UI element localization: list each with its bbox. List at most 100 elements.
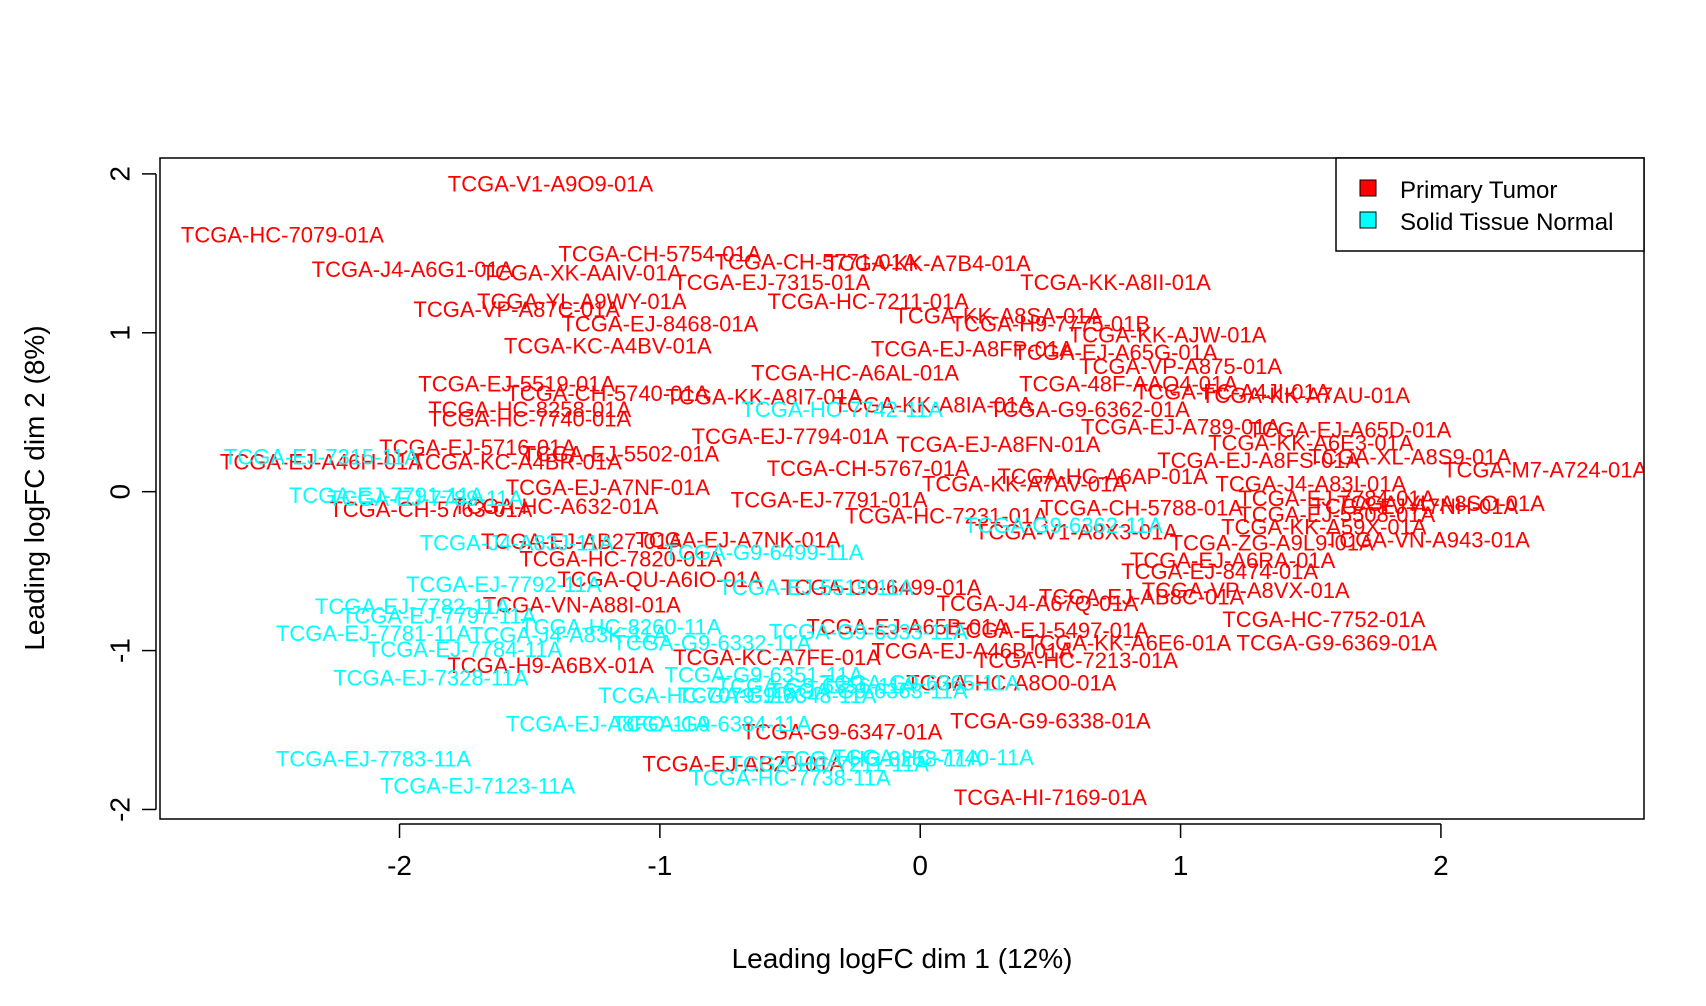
point-label: TCGA-CH-5788-01A [1040, 496, 1243, 521]
point-label: TCGA-KK-A7AV-01A [922, 472, 1127, 497]
x-tick-label: 2 [1433, 850, 1449, 881]
point-label: TCGA-KC-A7FE-01A [673, 645, 881, 670]
point-label: TCGA-HC-A6AL-01A [751, 361, 959, 386]
point-label: TCGA-J4-A83I-01A [1215, 472, 1406, 497]
point-label: TCGA-KK-A8II-01A [1020, 270, 1211, 295]
point-label: TCGA-EJ-7782-11A [315, 594, 511, 619]
point-label: TCGA-XK-AAIV-01A [482, 260, 683, 285]
point-label: TCGA-G9-6338-01A [950, 709, 1151, 734]
point-label: TCGA-VN-A943-01A [1326, 527, 1531, 552]
point-label: TCGA-VP-A8VX-01A [1142, 578, 1350, 603]
point-label: TCGA-H9-7775-01B [951, 311, 1150, 336]
point-label: TCGA-CH-5767-01A [767, 456, 970, 481]
point-label: TCGA-HC-7752-01A [1222, 607, 1425, 632]
point-label: TCGA-EJ-5519-11A [718, 575, 914, 600]
point-label: TCGA-EJ-5716-01A [379, 435, 576, 460]
y-axis-title: Leading logFC dim 2 (8%) [19, 325, 50, 650]
point-label: TCGA-EJ-7791-11A [289, 483, 485, 508]
legend-box [1335, 157, 1645, 252]
point-label: TCGA-CH-5771-01A [715, 249, 918, 274]
point-label: TCGA-G9-6365-11A [821, 670, 1020, 695]
point-label: TCGA-VP-A87C-01A [413, 297, 620, 322]
legend-label-primary-tumor: Primary Tumor [1400, 177, 1557, 204]
point-label: TCGA-EJ-7783-11A [276, 747, 472, 772]
point-label: TCGA-G9-6347-01A [742, 720, 943, 745]
point-label: TCGA-HC-7742-11A [741, 397, 943, 422]
y-tick-label: 2 [104, 166, 135, 182]
point-label: TCGA-EJ-7791-01A [731, 488, 928, 513]
point-label: TCGA-VN-A88I-01A [483, 593, 681, 618]
point-label: TCGA-EJ-8474-01A [1121, 559, 1318, 584]
point-label: TCGA-G9-6333-11A [769, 620, 968, 645]
point-label: TCGA-KC-A4BV-01A [504, 334, 712, 359]
x-tick-label: -1 [647, 850, 672, 881]
point-label: TCGA-EJ-7315-11A [224, 445, 420, 470]
point-label: TCGA-EJ-7123-11A [380, 774, 576, 799]
point-label: TCGA-G9-6351-11A [665, 662, 864, 687]
y-axis: -2 -1 0 1 2 [104, 166, 157, 822]
y-tick-label: 0 [104, 484, 135, 500]
point-label: TCGA-EJ-A7NH-01A [1312, 494, 1519, 519]
point-label: TCGA-HC-7738-11A [689, 766, 891, 791]
point-label: TCGA-EJ-5497-01A [952, 618, 1149, 643]
point-label: TCGA-HC-7211-01A [768, 289, 970, 314]
point-label: TCGA-EJ-A8FN-01A [896, 432, 1100, 457]
point-label: TCGA-EJ-A65D-01A [1248, 418, 1451, 443]
point-label: TCGA-G9-6384-11A [612, 712, 811, 737]
point-label: TCGA-G9-6363-11A [769, 678, 968, 703]
point-label: TCGA-EJ-7797-11A [341, 604, 537, 629]
legend-swatch-solid-tissue-normal [1359, 211, 1377, 229]
point-label: TCGA-EJ-5508-01A [1238, 502, 1435, 527]
point-label: TCGA-XL-A8S9-01A [1308, 445, 1511, 470]
point-label: TCGA-HC-8258-11A [781, 747, 983, 772]
point-label: TCGA-G9-6348-11A [678, 683, 877, 708]
point-label: TCGA-EJ-A6RA-01A [1130, 548, 1336, 573]
point-label: TCGA-FC-A4JI-01A [1135, 380, 1331, 405]
point-label: TCGA-EJ-AB20-01A [642, 751, 844, 776]
point-label: TCGA-EJ-A8FS-01A [1157, 448, 1360, 473]
point-label: TCGA-EJ-A65B-01A [806, 615, 1008, 640]
point-label: TCGA-EJ-7781-11A [276, 621, 472, 646]
point-label: TCGA-VP-A875-01A [1079, 354, 1282, 379]
point-label: TCGA-KK-A59X-01A [1221, 515, 1427, 540]
point-label: TCGA-EJ-7784-11A [367, 637, 563, 662]
point-label: TCGA-KK-A8SA-01A [894, 303, 1102, 328]
point-label: TCGA-EJ-AB27-01A [481, 529, 683, 554]
point-label: TCGA-YL-A8SO-01A [1337, 491, 1545, 516]
point-label: TCGA-EJ-7784-01A [1238, 486, 1435, 511]
point-label: TCGA-KK-A7AU-01A [1201, 383, 1410, 408]
point-label: TCGA-KK-A6E6-01A [1026, 631, 1232, 656]
point-label: TCGA-EJ-7794-01A [692, 424, 889, 449]
point-label: TCGA-HC-7079-11A [598, 683, 800, 708]
point-label: TCGA-G9-6356-11A [717, 674, 916, 699]
point-label: TCGA-HC-7213-01A [975, 648, 1178, 673]
point-label: TCGA-HI-7169-01A [954, 785, 1148, 810]
point-label: TCGA-KK-A8IA-01A [834, 392, 1034, 417]
point-label: TCGA-EJ-A46B-01A [871, 639, 1073, 664]
x-axis: -2 -1 0 1 2 [387, 823, 1449, 881]
point-labels: TCGA-V1-A9O9-01A TCGA-HC-7079-01A TCGA-CH-… [181, 171, 1648, 810]
point-label: TCGA-M7-A724-01A [1443, 457, 1648, 482]
point-label: TCGA-CH-5740-01A [506, 381, 709, 406]
point-label: TCGA-HC-7211-11A [729, 751, 929, 776]
point-label: TCGA-KK-AJW-01A [1069, 322, 1267, 347]
point-label: TCGA-J4-A83K-11A [470, 623, 668, 648]
point-label: TCGA-V1-A9O9-01A [448, 171, 654, 196]
point-label: TCGA-V1-A8X3-01A [975, 519, 1178, 544]
point-label: TCGA-HC-7820-01A [519, 546, 722, 571]
y-tick-label: 1 [104, 325, 135, 341]
point-label: TCGA-QU-A6IO-01A [557, 567, 763, 592]
legend-label-solid-tissue-normal: Solid Tissue Normal [1400, 209, 1613, 236]
point-label: TCGA-EJ-A8FP-01A [871, 337, 1074, 362]
point-label: TCGA-HC-8260-11A [520, 615, 722, 640]
point-label: TCGA-EJ-7315-01A [673, 270, 870, 295]
point-label: TCGA-HC-8258-01A [428, 397, 631, 422]
point-label: TCGA-CH-5763-01A [329, 497, 532, 522]
point-label: TCGA-H9-A6BX-01A [447, 653, 654, 678]
plot-frame [159, 157, 1645, 820]
point-label: TCGA-HC-7740-11A [833, 745, 1035, 770]
point-label: TCGA-HC-7740-01A [428, 407, 631, 432]
point-label: TCGA-EJ-7792-11A [406, 572, 602, 597]
point-label: TCGA-G9-6499-11A [665, 540, 864, 565]
